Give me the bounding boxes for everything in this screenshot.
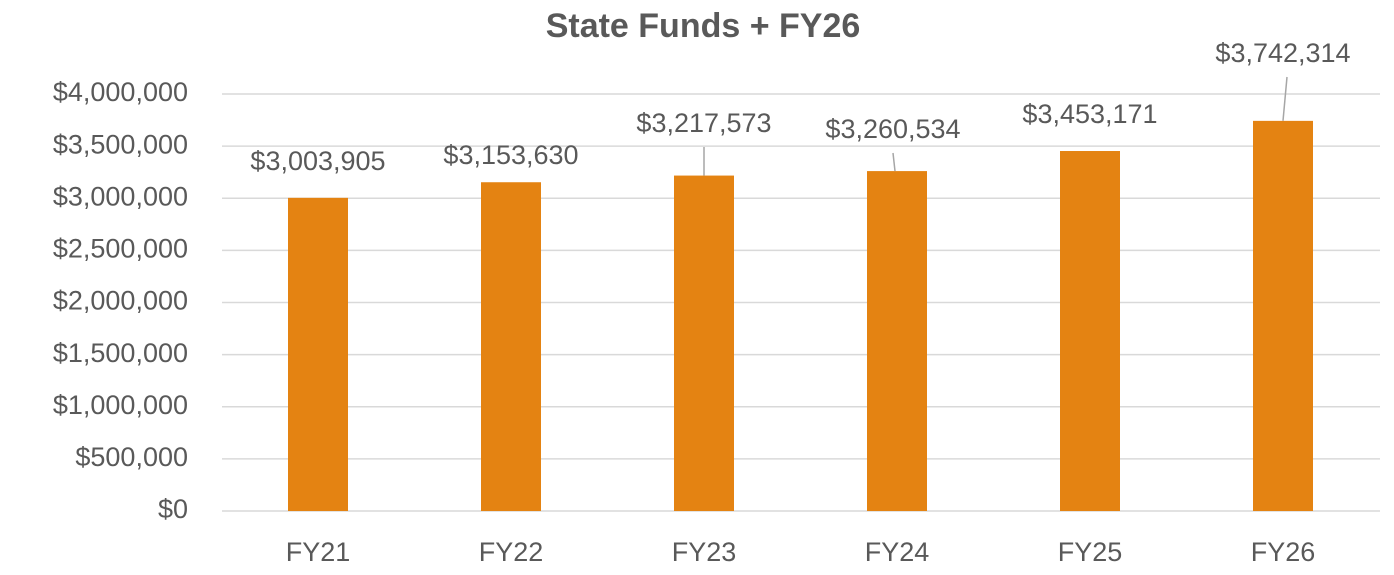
leader-line [1282, 76, 1288, 121]
y-tick-label: $3,500,000 [53, 129, 188, 159]
bar [674, 175, 734, 512]
y-tick-label: $1,000,000 [53, 390, 188, 420]
x-tick-label: FY21 [286, 537, 351, 567]
data-label: $3,260,534 [825, 114, 960, 144]
data-label: $3,003,905 [250, 146, 385, 176]
y-tick-label: $500,000 [75, 442, 188, 472]
bar [481, 182, 541, 511]
x-tick-label: FY22 [479, 537, 544, 567]
x-tick-label: FY24 [865, 537, 930, 567]
data-label: $3,217,573 [636, 108, 771, 138]
data-label: $3,453,171 [1022, 99, 1157, 129]
bar [288, 197, 348, 512]
y-tick-label: $2,500,000 [53, 234, 188, 264]
chart-title: State Funds + FY26 [546, 7, 861, 45]
bar [1253, 120, 1313, 511]
bar [1060, 151, 1120, 511]
leader-line [892, 152, 896, 172]
y-tick-label: $1,500,000 [53, 338, 188, 368]
data-label: $3,742,314 [1215, 38, 1350, 68]
data-label: $3,153,630 [443, 140, 578, 170]
x-tick-label: FY25 [1058, 537, 1123, 567]
bar [867, 171, 927, 511]
x-tick-label: FY26 [1251, 537, 1316, 567]
x-tick-label: FY23 [672, 537, 737, 567]
y-tick-label: $4,000,000 [53, 77, 188, 107]
y-tick-label: $0 [158, 494, 188, 524]
y-tick-label: $3,000,000 [53, 181, 188, 211]
y-tick-label: $2,000,000 [53, 286, 188, 316]
